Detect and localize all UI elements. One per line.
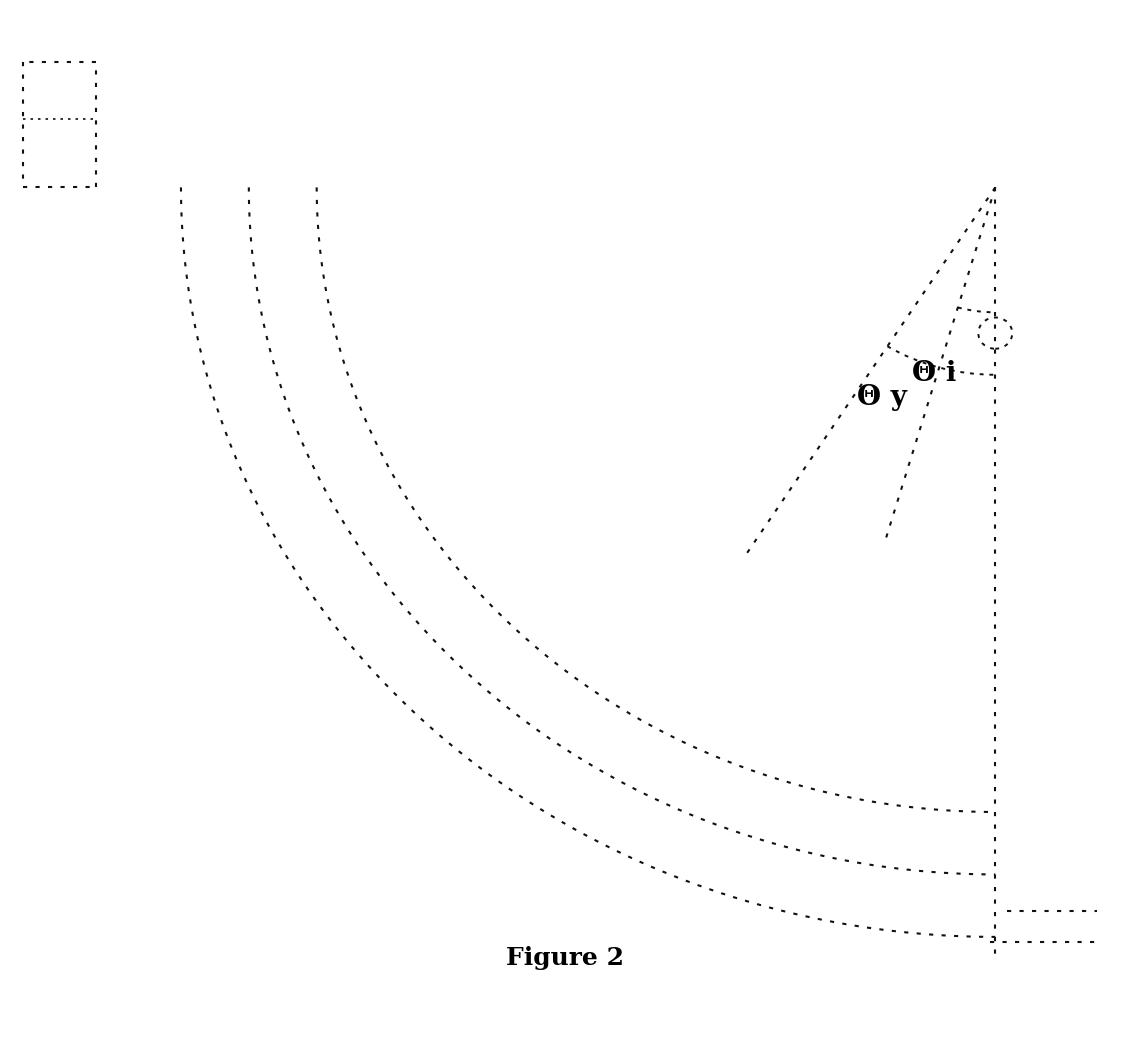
Text: Figure 2: Figure 2 (507, 945, 624, 970)
Text: Θ i: Θ i (913, 359, 957, 386)
Text: Θ y: Θ y (856, 384, 906, 410)
